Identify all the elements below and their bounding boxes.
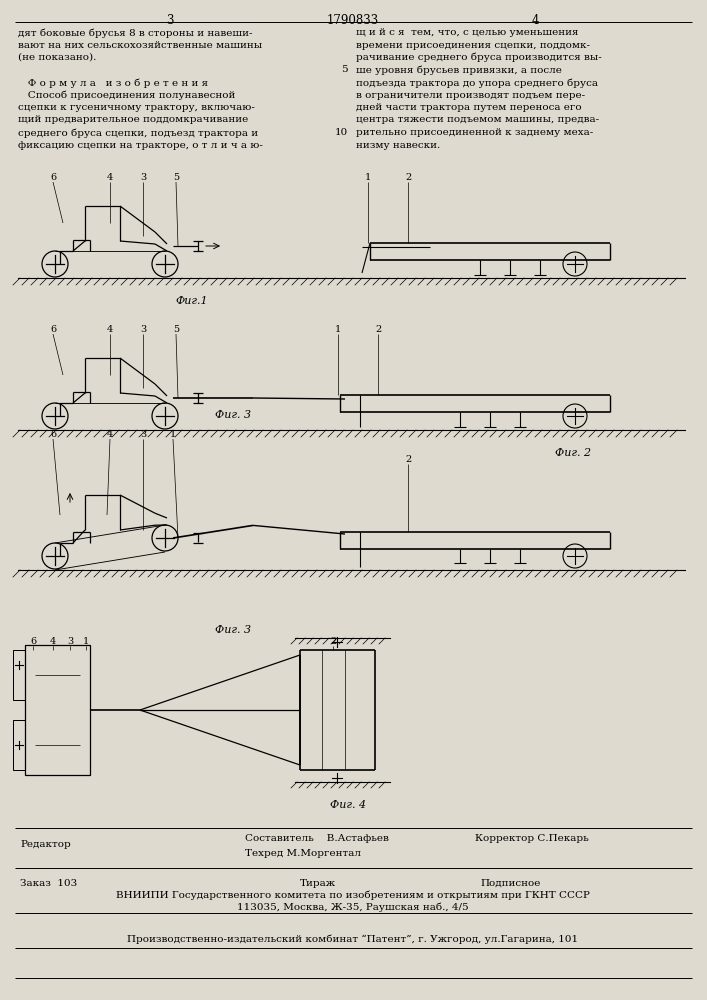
Text: 6: 6 <box>30 637 36 646</box>
Text: Корректор С.Пекарь: Корректор С.Пекарь <box>475 834 589 843</box>
Text: рачивание среднего бруса производится вы-: рачивание среднего бруса производится вы… <box>356 53 602 62</box>
Text: 4: 4 <box>107 173 113 182</box>
Text: дят боковые брусья 8 в стороны и навеши-: дят боковые брусья 8 в стороны и навеши- <box>18 28 252 37</box>
Text: 6: 6 <box>50 173 56 182</box>
Text: 2: 2 <box>405 455 411 464</box>
Text: 5: 5 <box>173 173 179 182</box>
Bar <box>13 650 25 700</box>
Text: 2: 2 <box>405 173 411 182</box>
Text: 3: 3 <box>140 325 146 334</box>
Text: Производственно-издательский комбинат “Патент”, г. Ужгород, ул.Гагарина, 101: Производственно-издательский комбинат “П… <box>127 935 578 944</box>
Text: фиксацию сцепки на тракторе, о т л и ч а ю-: фиксацию сцепки на тракторе, о т л и ч а… <box>18 140 263 149</box>
Text: 2: 2 <box>375 325 381 334</box>
Text: 3: 3 <box>140 430 146 439</box>
Text: вают на них сельскохозяйственные машины: вают на них сельскохозяйственные машины <box>18 40 262 49</box>
Text: Фиг. 4: Фиг. 4 <box>330 800 366 810</box>
Text: 6: 6 <box>50 325 56 334</box>
Text: Заказ  103: Заказ 103 <box>20 879 77 888</box>
Text: центра тяжести подъемом машины, предва-: центра тяжести подъемом машины, предва- <box>356 115 599 124</box>
Text: 5: 5 <box>173 325 179 334</box>
Bar <box>13 720 25 770</box>
Text: ше уровня брусьев привязки, а после: ше уровня брусьев привязки, а после <box>356 66 562 75</box>
Text: подъезда трактора до упора среднего бруса: подъезда трактора до упора среднего брус… <box>356 78 598 88</box>
Text: 3: 3 <box>166 14 174 27</box>
Text: Техред М.Моргентал: Техред М.Моргентал <box>245 849 361 858</box>
Text: 5: 5 <box>341 66 348 75</box>
Text: Составитель    В.Астафьев: Составитель В.Астафьев <box>245 834 389 843</box>
Text: Фиг. 2: Фиг. 2 <box>555 448 591 458</box>
Text: 2: 2 <box>330 637 337 646</box>
Text: сцепки к гусеничному трактору, включаю-: сцепки к гусеничному трактору, включаю- <box>18 103 255 112</box>
Text: Фиг. 3: Фиг. 3 <box>215 625 251 635</box>
Text: ВНИИПИ Государственного комитета по изобретениям и открытиям при ГКНТ СССР: ВНИИПИ Государственного комитета по изоб… <box>116 890 590 900</box>
Text: Тираж: Тираж <box>300 879 336 888</box>
Text: низму навески.: низму навески. <box>356 140 440 149</box>
Text: среднего бруса сцепки, подъезд трактора и: среднего бруса сцепки, подъезд трактора … <box>18 128 258 137</box>
Text: в ограничители производят подъем пере-: в ограничители производят подъем пере- <box>356 91 585 100</box>
Bar <box>25 645 90 775</box>
Text: (не показано).: (не показано). <box>18 53 96 62</box>
Text: времени присоединения сцепки, поддомк-: времени присоединения сцепки, поддомк- <box>356 40 590 49</box>
Text: Фиг. 3: Фиг. 3 <box>215 410 251 420</box>
Text: 1: 1 <box>365 173 371 182</box>
Text: 6: 6 <box>50 430 56 439</box>
Text: Ф о р м у л а   и з о б р е т е н и я: Ф о р м у л а и з о б р е т е н и я <box>18 78 208 88</box>
Text: 4: 4 <box>107 430 113 439</box>
Text: 113035, Москва, Ж-35, Раушская наб., 4/5: 113035, Москва, Ж-35, Раушская наб., 4/5 <box>237 903 469 912</box>
Text: Подписное: Подписное <box>480 879 540 888</box>
Text: 4: 4 <box>107 325 113 334</box>
Text: 1790833: 1790833 <box>327 14 379 27</box>
Text: 1: 1 <box>170 430 176 439</box>
Text: щий предварительное поддомкрачивание: щий предварительное поддомкрачивание <box>18 115 248 124</box>
Text: 4: 4 <box>531 14 539 27</box>
Text: Редактор: Редактор <box>20 840 71 849</box>
Text: 3: 3 <box>140 173 146 182</box>
Text: 1: 1 <box>83 637 89 646</box>
Text: 10: 10 <box>334 128 348 137</box>
Text: Фиг.1: Фиг.1 <box>175 296 208 306</box>
Text: щ и й с я  тем, что, с целью уменьшения: щ и й с я тем, что, с целью уменьшения <box>356 28 578 37</box>
Text: 4: 4 <box>50 637 57 646</box>
Text: дней части трактора путем переноса его: дней части трактора путем переноса его <box>356 103 582 112</box>
Text: рительно присоединенной к заднему меха-: рительно присоединенной к заднему меха- <box>356 128 593 137</box>
Text: Способ присоединения полунавесной: Способ присоединения полунавесной <box>18 91 235 100</box>
Text: 1: 1 <box>335 325 341 334</box>
Text: 3: 3 <box>67 637 74 646</box>
